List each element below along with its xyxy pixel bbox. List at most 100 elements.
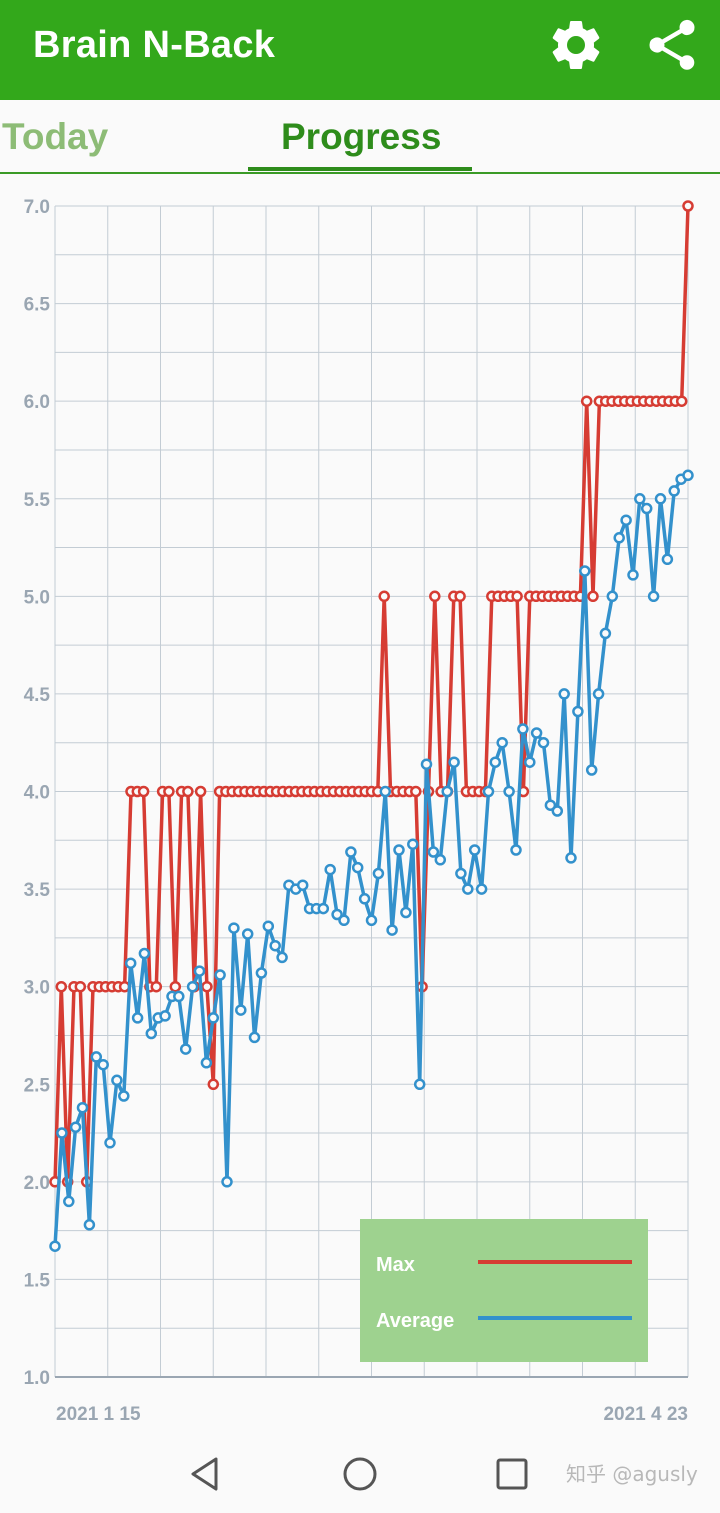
data-point — [317, 902, 330, 915]
data-point — [74, 980, 87, 993]
data-point — [565, 852, 577, 864]
y-tick-label: 1.5 — [24, 1270, 51, 1291]
y-tick-label: 4.0 — [24, 783, 50, 804]
data-point — [503, 785, 515, 798]
data-point — [262, 920, 275, 932]
data-point — [627, 569, 639, 581]
data-point — [441, 785, 453, 798]
data-point — [104, 1137, 116, 1149]
data-point — [448, 756, 460, 768]
data-point — [76, 1101, 89, 1114]
y-tick-label: 3.5 — [24, 880, 51, 901]
data-point — [572, 705, 584, 718]
data-point — [427, 846, 440, 858]
data-point — [613, 532, 625, 544]
data-point — [159, 1010, 171, 1022]
data-point — [163, 785, 175, 798]
data-point — [241, 928, 254, 940]
data-point — [585, 764, 598, 776]
data-point — [131, 1012, 144, 1024]
tab-bar: Today Progress — [0, 100, 720, 174]
watermark: 知乎 @agusly — [566, 1462, 698, 1486]
system-nav-bar: 知乎 @agusly — [0, 1434, 720, 1513]
data-point — [193, 965, 206, 977]
tab-today[interactable]: Today — [2, 116, 109, 157]
data-point — [530, 727, 543, 739]
data-point — [640, 502, 653, 515]
data-point — [83, 1219, 96, 1231]
data-point — [56, 1127, 68, 1139]
data-point — [179, 1043, 192, 1055]
data-point — [201, 980, 213, 993]
y-tick-label: 2.5 — [24, 1075, 51, 1096]
tab-indicator — [248, 167, 472, 171]
data-point — [235, 1004, 247, 1016]
back-icon[interactable] — [183, 1452, 227, 1496]
progress-chart: 1.01.52.02.53.03.54.04.55.05.56.06.57.0 … — [24, 197, 694, 1425]
y-tick-label: 2.0 — [24, 1173, 50, 1194]
data-point — [454, 590, 466, 603]
data-point — [49, 1240, 61, 1252]
data-point — [537, 736, 550, 749]
legend-background — [360, 1219, 648, 1362]
data-point — [455, 867, 467, 880]
data-point — [214, 969, 226, 981]
data-point — [420, 758, 433, 770]
data-point — [599, 627, 612, 640]
app-title: Brain N-Back — [33, 24, 276, 66]
data-point — [221, 1176, 233, 1188]
home-icon[interactable] — [338, 1452, 382, 1496]
data-point — [150, 980, 163, 993]
data-point — [228, 922, 240, 934]
settings-icon[interactable] — [546, 15, 606, 75]
data-point — [182, 785, 194, 798]
y-tick-label: 5.0 — [24, 587, 50, 608]
y-tick-label: 4.5 — [24, 685, 51, 706]
data-point — [55, 980, 68, 993]
series-average — [49, 469, 694, 1252]
data-point — [358, 893, 371, 905]
data-point — [606, 590, 619, 603]
data-point — [124, 957, 137, 969]
data-point — [511, 590, 523, 603]
data-point — [462, 883, 474, 895]
data-point — [620, 514, 632, 526]
data-point — [682, 469, 694, 482]
data-point — [324, 863, 336, 876]
share-icon[interactable] — [642, 15, 702, 75]
data-point — [90, 1051, 103, 1063]
data-point — [510, 844, 522, 856]
y-tick-label: 1.0 — [24, 1368, 50, 1389]
data-point — [269, 939, 281, 952]
x-tick-label-end: 2021 4 23 — [603, 1404, 688, 1425]
data-point — [407, 838, 419, 850]
y-tick-label: 3.0 — [24, 978, 50, 999]
data-point — [63, 1195, 75, 1208]
data-point — [489, 756, 502, 768]
legend-label-max: Max — [376, 1254, 415, 1276]
data-point — [145, 1027, 158, 1040]
series-max — [49, 200, 694, 1188]
data-point — [393, 844, 405, 856]
data-point — [331, 908, 343, 921]
data-point — [647, 590, 660, 603]
data-point — [413, 1078, 426, 1091]
data-point — [338, 914, 350, 927]
data-point — [276, 951, 288, 964]
data-point — [69, 1121, 82, 1133]
legend-label-average: Average — [376, 1310, 454, 1332]
data-point — [194, 785, 207, 798]
y-tick-label: 7.0 — [24, 197, 50, 218]
tab-progress[interactable]: Progress — [281, 116, 442, 157]
data-point — [482, 785, 495, 798]
recents-icon[interactable] — [490, 1452, 534, 1496]
data-point — [524, 756, 536, 768]
data-point — [434, 854, 447, 866]
data-point — [138, 947, 151, 960]
data-point — [386, 924, 398, 936]
data-point — [372, 867, 385, 880]
tab-divider — [0, 172, 720, 174]
data-point — [654, 493, 667, 505]
data-point — [400, 906, 412, 919]
data-point — [200, 1057, 213, 1069]
